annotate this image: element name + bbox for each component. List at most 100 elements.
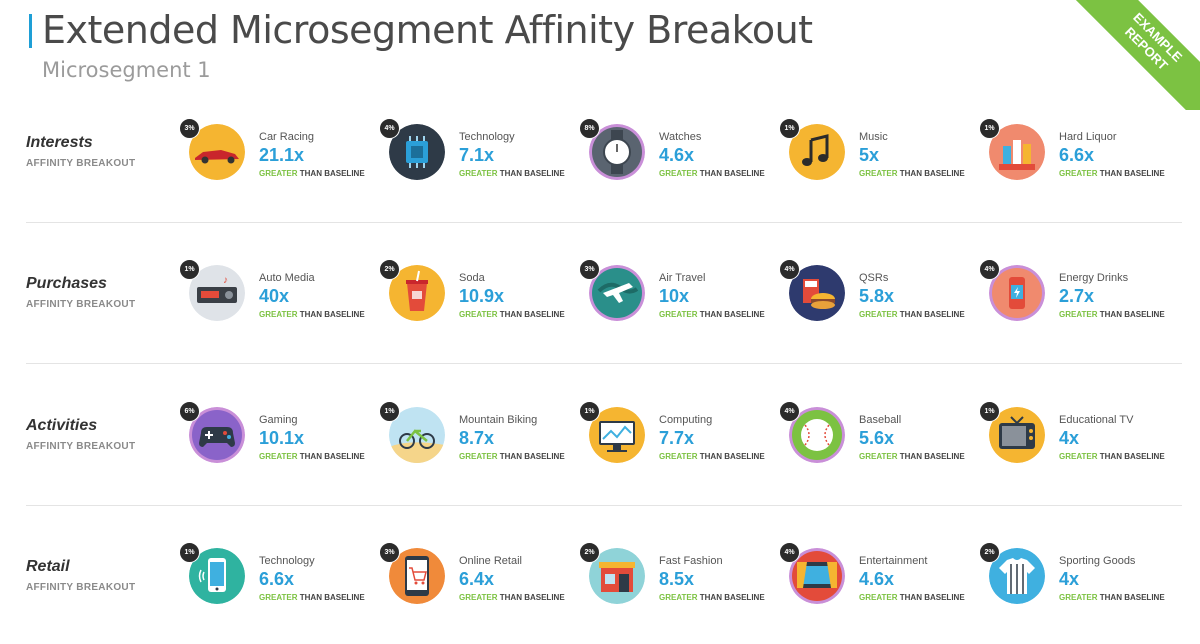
tile-value: 8.5x [659,569,695,589]
watch-icon [589,124,645,180]
music-note-icon [789,124,845,180]
category-subtitle: AFFINITY BREAKOUT [26,299,136,310]
percent-badge: 4% [979,259,1000,280]
affinity-tile: 1% Mountain Biking 8.7x GREATER THAN BASELI… [379,401,573,473]
baseball-icon [789,407,845,463]
affinity-tile: 2% Soda 10.9x GREATER THAN BASELINE [379,259,573,331]
tile-caption: GREATER THAN BASELINE [459,310,565,319]
affinity-tile: 1% Computing 7.7x GREATER THAN BASELINE [579,401,773,473]
tile-caption: GREATER THAN BASELINE [1059,593,1165,602]
chip-icon [389,124,445,180]
tile-caption: GREATER THAN BASELINE [259,310,365,319]
percent-badge: 3% [379,542,400,563]
tile-caption: GREATER THAN BASELINE [1059,452,1165,461]
tile-caption: GREATER THAN BASELINE [259,593,365,602]
percent-badge: 1% [979,401,1000,422]
tile-value: 10x [659,286,690,306]
category-subtitle: AFFINITY BREAKOUT [26,158,136,169]
percent-badge: 3% [179,118,200,139]
tile-caption: GREATER THAN BASELINE [659,452,765,461]
tile-value: 7.7x [659,428,695,448]
monitor-icon [589,407,645,463]
page-title: Extended Microsegment Affinity Breakout [42,8,813,52]
tile-caption: GREATER THAN BASELINE [1059,310,1165,319]
tile-label: Hard Liquor [1059,131,1117,143]
percent-badge: 4% [779,401,800,422]
shopping-cart-icon [389,548,445,604]
gamepad-icon [189,407,245,463]
tile-caption: GREATER THAN BASELINE [459,593,565,602]
tile-caption: GREATER THAN BASELINE [659,310,765,319]
tile-label: QSRs [859,272,889,284]
divider [26,363,1182,364]
affinity-tile: 4% Energy Drinks 2.7x GREATER THAN BASELINE [979,259,1173,331]
tile-value: 6.6x [259,569,295,589]
tile-caption: GREATER THAN BASELINE [459,169,565,178]
tile-label: Online Retail [459,555,522,567]
category-subtitle: AFFINITY BREAKOUT [26,582,136,593]
category-name: Activities [26,417,98,434]
tile-label: Sporting Goods [1059,555,1136,567]
percent-badge: 1% [379,401,400,422]
tile-value: 4x [1059,428,1080,448]
tile-value: 5.6x [859,428,895,448]
energy-can-icon [989,265,1045,321]
tile-caption: GREATER THAN BASELINE [259,452,365,461]
race-car-icon [189,124,245,180]
tile-value: 2.7x [1059,286,1095,306]
percent-badge: 6% [179,401,200,422]
tile-label: Watches [659,131,702,143]
tile-caption: GREATER THAN BASELINE [1059,169,1165,178]
percent-badge: 2% [379,259,400,280]
affinity-tile: 8% Watches 4.6x GREATER THAN BASELINE [579,118,773,190]
category-retail: Retail AFFINITY BREAKOUT [0,544,1200,644]
storefront-icon [589,548,645,604]
tile-label: Entertainment [859,555,928,567]
affinity-tile: 1% Hard Liquor 6.6x GREATER THAN BASELINE [979,118,1173,190]
divider [26,505,1182,506]
stage-icon [789,548,845,604]
category-name: Purchases [26,275,107,292]
tile-value: 7.1x [459,145,495,165]
percent-badge: 2% [579,542,600,563]
affinity-tile: 4% QSRs 5.8x GREATER THAN BASELINE [779,259,973,331]
affinity-tile: 3% Car Racing 21.1x GREATER THAN BASELINE [179,118,373,190]
category-subtitle: AFFINITY BREAKOUT [26,441,136,452]
percent-badge: 4% [779,542,800,563]
tile-label: Fast Fashion [659,555,723,567]
percent-badge: 2% [979,542,1000,563]
percent-badge: 1% [579,401,600,422]
jersey-icon [989,548,1045,604]
tile-label: Soda [459,272,485,284]
tile-caption: GREATER THAN BASELINE [659,169,765,178]
tile-label: Technology [259,555,315,567]
category-interests: Interests AFFINITY BREAKOUT [0,120,1200,220]
tile-value: 6.4x [459,569,495,589]
car-radio-icon: ♪ [189,265,245,321]
airplane-globe-icon [589,265,645,321]
percent-badge: 4% [379,118,400,139]
tile-value: 4x [1059,569,1080,589]
tile-label: Music [859,131,888,143]
smartphone-icon [189,548,245,604]
tile-caption: GREATER THAN BASELINE [459,452,565,461]
percent-badge: 1% [779,118,800,139]
affinity-tile: 3% Air Travel 10x GREATER THAN BASELINE [579,259,773,331]
fast-food-icon [789,265,845,321]
tile-value: 10.1x [259,428,305,448]
affinity-tile: 6% Gaming 10.1x GREATER THAN BASELINE [179,401,373,473]
page-subtitle: Microsegment 1 [42,58,211,82]
television-icon [989,407,1045,463]
tile-label: Air Travel [659,272,706,284]
affinity-tile: 1% Educational TV 4x GREATER THAN BASELINE [979,401,1173,473]
tile-label: Technology [459,131,515,143]
tile-caption: GREATER THAN BASELINE [859,593,965,602]
tile-caption: GREATER THAN BASELINE [859,452,965,461]
percent-badge: 4% [779,259,800,280]
tile-value: 4.6x [659,145,695,165]
percent-badge: 3% [579,259,600,280]
tile-value: 6.6x [1059,145,1095,165]
title-accent-bar [29,14,32,48]
category-name: Interests [26,134,93,151]
tile-value: 40x [259,286,290,306]
